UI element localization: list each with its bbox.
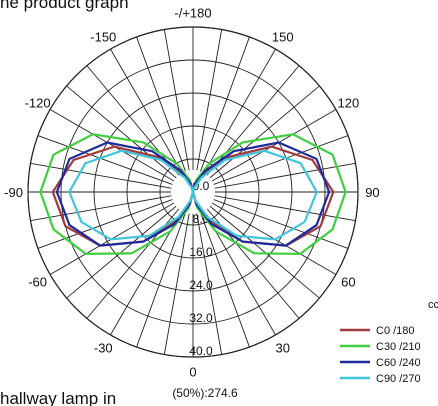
theta-tick-label: 0 xyxy=(189,364,196,379)
spoke xyxy=(66,205,177,299)
spoke xyxy=(214,162,356,189)
spoke xyxy=(37,199,173,249)
footer-text: hallway lamp in xyxy=(0,389,116,406)
legend-label: C30 /210 xyxy=(376,341,421,353)
spoke xyxy=(136,212,186,348)
spoke xyxy=(209,205,320,299)
grid-ring xyxy=(93,92,293,292)
spoke xyxy=(30,195,172,222)
theta-tick-label: 90 xyxy=(365,185,379,200)
spoke xyxy=(209,85,320,179)
r-tick-label: 40.0 xyxy=(189,344,213,358)
spoke xyxy=(136,36,186,172)
annotation: (50%):274.6 xyxy=(172,386,238,400)
theta-tick-label: 60 xyxy=(341,275,355,290)
grid-ring xyxy=(159,158,227,226)
legend-label: C90 /270 xyxy=(376,373,421,385)
spoke xyxy=(37,135,173,185)
r-tick-label: 24.0 xyxy=(189,278,213,292)
spoke xyxy=(206,65,300,176)
legend-label: C60 /240 xyxy=(376,357,421,369)
spoke xyxy=(213,199,349,249)
theta-tick-label: 150 xyxy=(272,30,294,45)
grid-ring xyxy=(126,125,260,259)
spoke xyxy=(211,109,337,182)
spoke xyxy=(214,195,356,222)
legend-label: C0 /180 xyxy=(376,325,415,337)
legend-title: cc xyxy=(428,299,438,311)
theta-tick-label: -150 xyxy=(90,30,116,45)
theta-tick-label: -30 xyxy=(94,340,113,355)
theta-tick-label: 30 xyxy=(275,340,289,355)
spoke xyxy=(66,85,177,179)
theta-tick-label: -120 xyxy=(25,95,51,110)
spoke xyxy=(203,48,276,174)
theta-tick-label: -90 xyxy=(4,185,23,200)
spoke xyxy=(213,135,349,185)
grid-ring xyxy=(60,59,326,325)
spoke xyxy=(196,29,223,171)
r-tick-label: 32.0 xyxy=(189,311,213,325)
spoke xyxy=(86,65,180,176)
spoke xyxy=(30,162,172,189)
curve xyxy=(68,149,319,241)
spoke xyxy=(196,213,223,355)
spoke xyxy=(163,29,190,171)
theta-tick-label: -/+180 xyxy=(174,6,211,21)
header-text: he product graph xyxy=(0,0,129,12)
grid-ring xyxy=(27,26,359,358)
theta-tick-label: 120 xyxy=(338,95,360,110)
spoke xyxy=(49,109,175,182)
r-tick-label: 16.0 xyxy=(189,245,213,259)
spoke xyxy=(200,36,250,172)
spoke xyxy=(163,213,190,355)
spoke xyxy=(200,212,250,348)
spoke xyxy=(110,48,183,174)
theta-tick-label: -60 xyxy=(28,275,47,290)
